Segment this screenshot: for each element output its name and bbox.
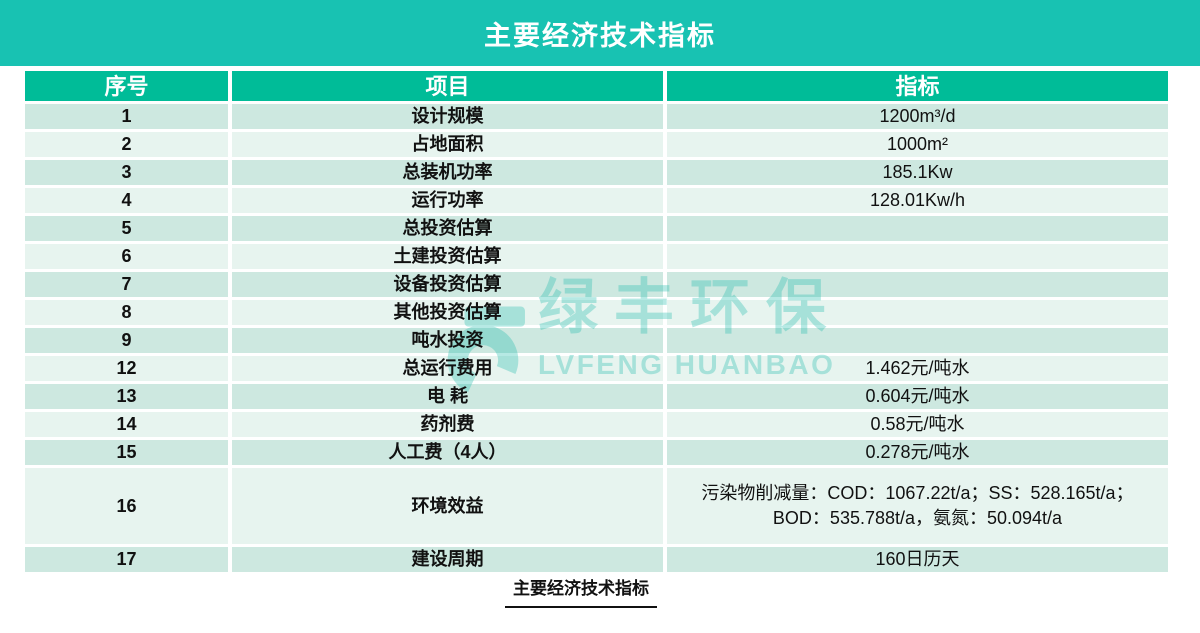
- value-cell-text: 0.604元/吨水: [865, 386, 970, 406]
- item-cell: 总投资估算: [232, 216, 663, 241]
- page-banner: 主要经济技术指标: [0, 0, 1200, 66]
- item-cell: 土建投资估算: [232, 244, 663, 269]
- row-number-cell: 4: [25, 188, 228, 213]
- item-cell-text: 运行功率: [411, 190, 484, 210]
- row-number-cell-text: 9: [121, 330, 132, 350]
- value-cell: 1200m³/d: [667, 104, 1168, 129]
- row-number-cell-text: 13: [116, 386, 137, 406]
- item-cell: 总运行费用: [232, 356, 663, 381]
- indicator-table: 序号 项目 指标 1 设计规模 1200m³/d 2 占地面积 1000m² 3 总装机功率 1…: [25, 71, 1168, 572]
- row-number-cell-text: 8: [121, 302, 132, 322]
- row-number-cell-text: 14: [116, 414, 137, 434]
- row-number-cell-text: 4: [121, 190, 132, 210]
- value-cell: [667, 244, 1168, 269]
- row-number-cell-text: 17: [116, 549, 137, 569]
- row-number-cell: 17: [25, 547, 228, 572]
- value-cell: [667, 328, 1168, 353]
- value-cell-text: 0.278元/吨水: [865, 442, 970, 462]
- page-title: 主要经济技术指标: [484, 20, 716, 51]
- item-cell: 占地面积: [232, 132, 663, 157]
- item-cell-text: 电 耗: [426, 386, 468, 406]
- value-cell: [667, 272, 1168, 297]
- value-cell-text: 185.1Kw: [882, 162, 953, 182]
- value-cell-text: 1.462元/吨水: [865, 358, 970, 378]
- item-cell-text: 吨水投资: [411, 330, 484, 350]
- item-cell: 电 耗: [232, 384, 663, 409]
- row-number-cell: 1: [25, 104, 228, 129]
- item-cell-text: 总运行费用: [402, 358, 493, 378]
- table-header-item: 项目: [232, 71, 663, 101]
- value-cell-text: 128.01Kw/h: [869, 190, 966, 210]
- row-number-cell: 5: [25, 216, 228, 241]
- value-cell: 160日历天: [667, 547, 1168, 572]
- item-cell: 设备投资估算: [232, 272, 663, 297]
- row-number-cell: 8: [25, 300, 228, 325]
- value-cell: 0.604元/吨水: [667, 384, 1168, 409]
- item-cell-text: 人工费（4人）: [388, 442, 507, 462]
- item-cell: 环境效益: [232, 468, 663, 544]
- item-cell-text: 设计规模: [411, 106, 484, 126]
- item-cell-text: 药剂费: [420, 414, 475, 434]
- item-cell: 药剂费: [232, 412, 663, 437]
- item-cell: 人工费（4人）: [232, 440, 663, 465]
- value-cell-text: 1200m³/d: [879, 106, 956, 126]
- value-cell: 185.1Kw: [667, 160, 1168, 185]
- item-cell-text: 土建投资估算: [393, 246, 502, 266]
- row-number-cell: 9: [25, 328, 228, 353]
- item-cell-text: 建设周期: [411, 549, 484, 569]
- item-cell: 运行功率: [232, 188, 663, 213]
- value-cell: [667, 216, 1168, 241]
- row-number-cell: 2: [25, 132, 228, 157]
- row-number-cell: 15: [25, 440, 228, 465]
- row-number-cell: 14: [25, 412, 228, 437]
- row-number-cell-text: 5: [121, 218, 132, 238]
- item-cell-text: 占地面积: [411, 134, 484, 154]
- item-cell: 总装机功率: [232, 160, 663, 185]
- item-cell: 吨水投资: [232, 328, 663, 353]
- row-number-cell-text: 2: [121, 134, 132, 154]
- row-number-cell: 13: [25, 384, 228, 409]
- row-number-cell-text: 1: [121, 106, 132, 126]
- row-number-cell: 3: [25, 160, 228, 185]
- caption-text: 主要经济技术指标: [505, 574, 657, 608]
- value-cell: 0.58元/吨水: [667, 412, 1168, 437]
- row-number-cell: 7: [25, 272, 228, 297]
- table-header-no: 序号: [25, 71, 228, 101]
- item-cell-text: 其他投资估算: [393, 302, 502, 322]
- value-cell: 128.01Kw/h: [667, 188, 1168, 213]
- row-number-cell-text: 7: [121, 274, 132, 294]
- row-number-cell: 12: [25, 356, 228, 381]
- table-header-item-label: 项目: [425, 73, 470, 99]
- row-number-cell-text: 15: [116, 442, 137, 462]
- table-header-value-label: 指标: [895, 73, 940, 99]
- value-cell-text: 0.58元/吨水: [870, 414, 965, 434]
- value-cell: 污染物削减量：COD：1067.22t/a；SS：528.165t/a；BOD：…: [667, 468, 1168, 544]
- row-number-cell: 16: [25, 468, 228, 544]
- item-cell: 设计规模: [232, 104, 663, 129]
- value-cell-text: 污染物削减量：COD：1067.22t/a；SS：528.165t/a；BOD：…: [701, 483, 1134, 528]
- caption: 主要经济技术指标: [0, 574, 1181, 608]
- value-cell-text: 1000m²: [886, 134, 949, 154]
- value-cell-text: 160日历天: [875, 549, 960, 569]
- item-cell-text: 设备投资估算: [393, 274, 502, 294]
- row-number-cell: 6: [25, 244, 228, 269]
- indicator-table-wrap: 序号 项目 指标 1 设计规模 1200m³/d 2 占地面积 1000m² 3 总装机功率 1…: [25, 71, 1168, 572]
- value-cell: 0.278元/吨水: [667, 440, 1168, 465]
- table-header-no-label: 序号: [104, 73, 149, 99]
- item-cell: 建设周期: [232, 547, 663, 572]
- table-header-value: 指标: [667, 71, 1168, 101]
- value-cell: 1000m²: [667, 132, 1168, 157]
- item-cell-text: 环境效益: [411, 495, 484, 516]
- item-cell-text: 总装机功率: [402, 162, 493, 182]
- row-number-cell-text: 16: [116, 495, 137, 516]
- value-cell: [667, 300, 1168, 325]
- item-cell: 其他投资估算: [232, 300, 663, 325]
- value-cell: 1.462元/吨水: [667, 356, 1168, 381]
- item-cell-text: 总投资估算: [402, 218, 493, 238]
- row-number-cell-text: 12: [116, 358, 137, 378]
- row-number-cell-text: 6: [121, 246, 132, 266]
- row-number-cell-text: 3: [121, 162, 132, 182]
